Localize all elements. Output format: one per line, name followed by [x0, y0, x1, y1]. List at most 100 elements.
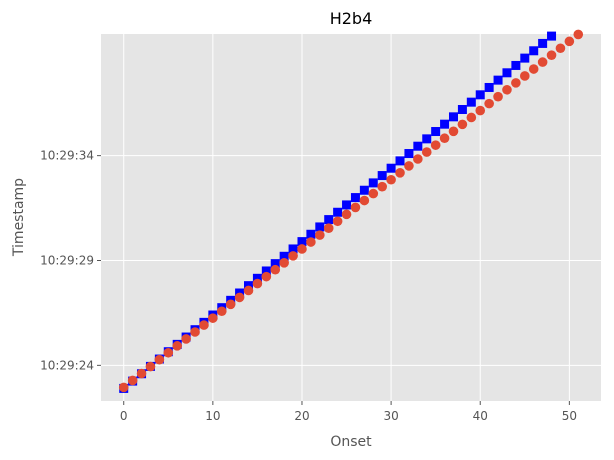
series-1-circle-point	[448, 126, 459, 137]
series-1-circle-point	[484, 98, 494, 109]
series-1-circle-point	[421, 147, 432, 157]
series-0-square-point	[395, 156, 405, 166]
series-1-circle-point	[315, 230, 325, 240]
series-0-square-point	[342, 200, 352, 210]
series-1-circle-point	[118, 382, 129, 393]
series-1-circle-point	[573, 29, 584, 40]
series-1-circle-point	[430, 140, 441, 150]
series-1-circle-point	[413, 154, 423, 164]
series-0-square-point	[297, 237, 307, 247]
series-0-square-point	[377, 171, 387, 181]
series-1-circle-point	[243, 285, 254, 296]
chart-title: H2b4	[330, 9, 373, 28]
series-0-square-point	[493, 75, 503, 85]
series-0-square-point	[324, 215, 334, 225]
series-1-circle-point	[323, 223, 334, 233]
x-tick-label: 0	[120, 409, 128, 423]
series-0-square-point	[306, 229, 316, 239]
series-1-circle-point	[225, 299, 236, 310]
series-1-circle-point	[279, 257, 289, 268]
series-0-square-point	[350, 193, 360, 203]
series-1-circle-point	[252, 278, 263, 289]
series-0-square-point	[502, 68, 512, 78]
series-1-circle-point	[136, 368, 147, 379]
series-1-circle-point	[199, 320, 209, 330]
series-0-square-point	[520, 53, 530, 63]
series-0-square-point	[431, 127, 441, 137]
series-1-circle-point	[154, 354, 165, 365]
series-0-square-point	[511, 60, 521, 70]
series-1-circle-point	[537, 57, 548, 67]
series-0-square-point	[457, 104, 467, 114]
series-0-square-point	[529, 46, 539, 56]
series-0-square-point	[475, 90, 485, 100]
x-tick-label: 20	[294, 409, 309, 423]
series-0-square-point	[261, 266, 271, 276]
series-0-square-point	[386, 163, 396, 173]
series-1-circle-point	[519, 71, 530, 81]
x-tick-label: 30	[383, 409, 398, 423]
series-1-circle-point	[546, 50, 557, 60]
series-1-circle-point	[127, 375, 138, 386]
series-0-square-point	[288, 244, 298, 254]
series-0-square-point	[422, 134, 432, 144]
x-tick-label: 50	[562, 409, 577, 423]
series-1-circle-point	[493, 91, 503, 102]
series-1-circle-point	[475, 105, 486, 116]
series-1-circle-point	[261, 271, 272, 282]
series-0-square-point	[448, 112, 458, 122]
series-0-square-point	[547, 31, 557, 41]
grid	[101, 34, 601, 401]
x-tick-label: 40	[473, 409, 488, 423]
series-1-circle-point	[350, 202, 361, 213]
series-1-circle-point	[528, 64, 539, 74]
series-1-circle-point	[466, 112, 477, 123]
series-0-square-point	[333, 207, 343, 217]
series-1-circle-point	[368, 188, 379, 199]
series-1-circle-point	[555, 43, 566, 54]
series-1-circle-point	[288, 251, 298, 261]
series-1-circle-point	[511, 78, 521, 88]
series-1-circle-point	[270, 264, 281, 275]
series-1-circle-point	[359, 195, 370, 206]
series-0-square-point	[315, 222, 325, 232]
series-0-square-point	[359, 185, 369, 195]
series-1-circle-point	[377, 181, 387, 192]
series-1-circle-point	[234, 292, 245, 303]
series-1-circle-point	[457, 119, 468, 130]
y-tick-label: 10:29:24	[40, 358, 94, 372]
series-1-circle-point	[439, 133, 450, 144]
y-tick-label: 10:29:34	[40, 149, 94, 163]
series-0-square-point	[538, 38, 548, 48]
series-0-square-point	[244, 281, 254, 291]
series-0-square-point	[466, 97, 476, 107]
series-1-circle-point	[145, 361, 156, 372]
series-0-square-point	[368, 178, 378, 188]
series-1-circle-point	[306, 237, 316, 247]
series-1-circle-point	[502, 84, 512, 95]
series-1-circle-point	[386, 174, 396, 185]
ticks: 0 10 20 30 40 50 10:29:24 10:29:29 10:29:34	[40, 149, 577, 423]
series-0-square-point	[404, 149, 414, 159]
x-axis-label: Onset	[330, 434, 372, 450]
series-0-square-point	[279, 251, 289, 261]
series-1-circle-point	[181, 334, 191, 344]
series-0-square-point	[252, 273, 262, 283]
series-0-square-point	[484, 82, 494, 92]
series-0-square-point	[440, 119, 450, 129]
series-0-square-point	[270, 259, 280, 269]
series-1-circle-point	[297, 244, 307, 254]
series-1-circle-point	[172, 341, 183, 351]
series-1-circle-point	[395, 168, 405, 178]
data-marks	[118, 29, 584, 393]
series-1-circle-point	[163, 347, 174, 358]
series-1-circle-point	[404, 161, 414, 171]
series-1-circle-point	[564, 36, 575, 47]
series-1-circle-point	[208, 313, 218, 323]
series-1-circle-point	[216, 306, 227, 317]
series-1-circle-point	[190, 327, 200, 337]
series-1-circle-point	[332, 216, 343, 227]
y-axis-label: Timestamp	[11, 178, 27, 257]
x-tick-label: 10	[205, 409, 220, 423]
